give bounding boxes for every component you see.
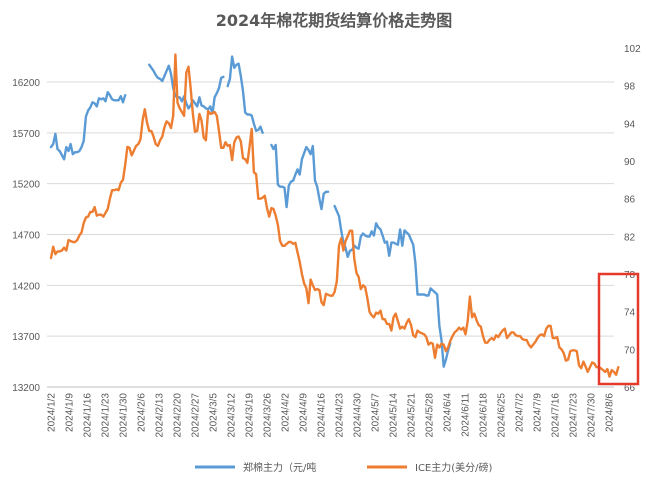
x-tick-label: 2024/6/4: [443, 393, 454, 432]
legend-label-zhengmian: 郑棉主力（元/吨: [243, 461, 316, 474]
right-tick-label: 86: [624, 195, 636, 206]
legend-label-ice: ICE主力(美分/磅): [415, 461, 493, 474]
x-tick-label: 2024/7/23: [569, 393, 580, 438]
chart-title: 2024年棉花期货结算价格走势图: [216, 11, 453, 30]
x-tick-label: 2024/7/9: [533, 393, 544, 432]
x-tick-label: 2024/7/30: [587, 393, 598, 438]
x-tick-label: 2024/3/12: [227, 393, 238, 438]
x-tick-label: 2024/7/16: [551, 393, 562, 438]
left-tick-label: 14700: [12, 231, 40, 242]
x-tick-label: 2024/6/18: [479, 393, 490, 438]
right-tick-label: 66: [624, 383, 636, 394]
left-y-axis: 13200 13700 14200 14700 15200 15700 16200: [12, 78, 40, 394]
highlight-box: [597, 272, 640, 386]
x-tick-label: 2024/4/2: [281, 393, 292, 432]
highlight-layer: [597, 272, 640, 386]
x-tick-label: 2024/5/21: [407, 393, 418, 438]
x-tick-label: 2024/3/19: [245, 393, 256, 438]
left-tick-label: 14200: [12, 281, 40, 292]
right-y-axis: 66 70 74 78 82 86 90 94 98 102: [624, 44, 641, 394]
x-tick-label: 2024/4/9: [299, 393, 310, 432]
x-tick-label: 2024/6/25: [497, 393, 508, 438]
x-tick-label: 2024/3/5: [209, 393, 220, 432]
right-tick-label: 82: [624, 232, 636, 243]
x-tick-label: 2024/4/30: [353, 393, 364, 438]
left-tick-label: 15700: [12, 129, 40, 140]
gridlines: [47, 81, 614, 388]
legend: 郑棉主力（元/吨 ICE主力(美分/磅): [195, 461, 493, 474]
x-tick-label: 2024/5/28: [425, 393, 436, 438]
series-line-ice: [49, 53, 620, 378]
left-tick-label: 13700: [12, 332, 40, 343]
x-tick-label: 2024/7/2: [515, 393, 526, 432]
x-tick-label: 2024/2/6: [137, 393, 148, 432]
x-tick-label: 2024/3/26: [263, 393, 274, 438]
right-tick-label: 90: [624, 157, 636, 168]
x-tick-label: 2024/8/6: [605, 393, 616, 432]
x-tick-label: 2024/1/30: [119, 393, 130, 438]
right-tick-label: 102: [624, 44, 641, 55]
right-tick-label: 70: [624, 345, 636, 356]
right-tick-label: 78: [624, 270, 636, 281]
x-tick-label: 2024/1/23: [101, 393, 112, 438]
x-tick-label: 2024/5/7: [371, 393, 382, 432]
x-tick-label: 2024/2/13: [155, 393, 166, 438]
right-tick-label: 74: [624, 308, 636, 319]
series-line-zhengmian: [49, 55, 452, 368]
x-tick-label: 2024/1/2: [47, 393, 58, 432]
left-tick-label: 15200: [12, 180, 40, 191]
x-tick-label: 2024/4/23: [335, 393, 346, 438]
x-tick-label: 2024/4/16: [317, 393, 328, 438]
left-tick-label: 16200: [12, 78, 40, 89]
x-axis: 2024/1/2 2024/1/9 2024/1/16 2024/1/23 2024/1…: [47, 386, 616, 438]
x-tick-label: 2024/2/20: [173, 393, 184, 438]
series-layer: [49, 53, 620, 378]
x-tick-label: 2024/1/9: [65, 393, 76, 432]
right-tick-label: 94: [624, 119, 636, 130]
x-tick-label: 2024/2/27: [191, 393, 202, 438]
left-tick-label: 13200: [12, 383, 40, 394]
right-tick-label: 98: [624, 82, 636, 93]
x-tick-label: 2024/5/14: [389, 393, 400, 438]
x-tick-label: 2024/1/16: [83, 393, 94, 438]
x-tick-label: 2024/6/11: [461, 393, 472, 437]
